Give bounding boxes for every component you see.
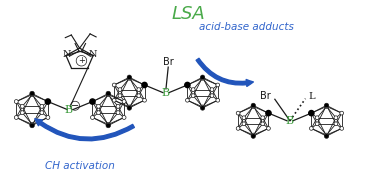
Circle shape (261, 116, 265, 120)
Circle shape (46, 115, 50, 119)
Circle shape (251, 103, 256, 108)
Text: +: + (78, 56, 85, 65)
Circle shape (216, 83, 220, 87)
Text: LSA: LSA (172, 5, 205, 23)
Circle shape (106, 93, 110, 97)
Circle shape (46, 100, 50, 104)
Circle shape (143, 98, 146, 102)
Circle shape (210, 88, 214, 91)
Circle shape (210, 94, 214, 98)
Text: −: − (71, 101, 79, 111)
Circle shape (310, 127, 313, 130)
Text: Br: Br (163, 57, 173, 67)
Circle shape (30, 122, 34, 126)
Circle shape (324, 134, 329, 138)
Circle shape (14, 115, 18, 119)
FancyArrowPatch shape (196, 58, 253, 86)
Circle shape (122, 100, 126, 104)
Circle shape (90, 99, 95, 104)
Circle shape (127, 106, 132, 110)
Circle shape (116, 111, 120, 115)
Circle shape (90, 115, 94, 119)
Circle shape (200, 75, 205, 79)
Circle shape (137, 88, 141, 91)
Circle shape (30, 91, 34, 96)
Circle shape (191, 88, 195, 91)
Circle shape (315, 116, 319, 120)
Circle shape (122, 115, 126, 119)
Text: acid-base adducts: acid-base adducts (199, 22, 294, 32)
Circle shape (251, 134, 256, 138)
FancyArrowPatch shape (35, 119, 134, 141)
Circle shape (315, 122, 319, 126)
Circle shape (185, 83, 189, 87)
Circle shape (267, 111, 270, 115)
Circle shape (40, 111, 44, 115)
Circle shape (340, 111, 343, 115)
Circle shape (14, 100, 18, 104)
Circle shape (90, 100, 94, 104)
Circle shape (266, 111, 271, 116)
Circle shape (112, 83, 116, 87)
Circle shape (267, 127, 270, 130)
Circle shape (236, 111, 240, 115)
Circle shape (200, 106, 205, 110)
Circle shape (137, 94, 141, 98)
Circle shape (216, 98, 220, 102)
Circle shape (310, 111, 313, 115)
Text: CH activation: CH activation (44, 161, 115, 171)
Circle shape (201, 77, 204, 80)
Circle shape (106, 91, 110, 96)
Circle shape (242, 116, 246, 120)
Circle shape (97, 111, 100, 115)
Text: N: N (63, 50, 71, 59)
Circle shape (334, 122, 338, 126)
Circle shape (261, 122, 265, 126)
Text: N: N (88, 50, 97, 59)
Circle shape (30, 93, 34, 97)
Circle shape (20, 111, 24, 115)
Circle shape (191, 94, 195, 98)
Text: B: B (162, 88, 170, 98)
Circle shape (251, 133, 255, 137)
Circle shape (236, 127, 240, 130)
Circle shape (324, 103, 329, 108)
Circle shape (325, 133, 328, 137)
Circle shape (325, 105, 328, 108)
Circle shape (127, 105, 131, 109)
Circle shape (309, 111, 314, 116)
Circle shape (127, 77, 131, 80)
Circle shape (118, 88, 122, 91)
Circle shape (185, 98, 189, 102)
Circle shape (201, 105, 204, 109)
Circle shape (116, 104, 120, 108)
Circle shape (334, 116, 338, 120)
Circle shape (142, 82, 147, 88)
Circle shape (106, 122, 110, 126)
Text: B: B (64, 105, 72, 115)
Text: Br: Br (261, 91, 271, 101)
Circle shape (127, 75, 132, 79)
Circle shape (45, 99, 51, 104)
Circle shape (30, 123, 34, 128)
Circle shape (143, 83, 146, 87)
Text: B: B (286, 116, 294, 126)
Circle shape (185, 82, 190, 88)
Circle shape (40, 104, 44, 108)
Text: L: L (308, 92, 315, 101)
Circle shape (106, 123, 110, 128)
Circle shape (118, 94, 122, 98)
Circle shape (112, 98, 116, 102)
Circle shape (242, 122, 246, 126)
Circle shape (340, 127, 343, 130)
Circle shape (20, 104, 24, 108)
Circle shape (97, 104, 100, 108)
Circle shape (251, 105, 255, 108)
